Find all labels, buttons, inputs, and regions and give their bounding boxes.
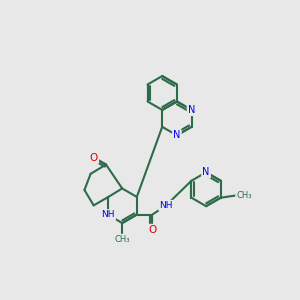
Text: NH: NH bbox=[102, 210, 115, 219]
Text: O: O bbox=[90, 153, 98, 163]
Text: CH₃: CH₃ bbox=[114, 235, 130, 244]
Text: N: N bbox=[188, 105, 195, 115]
Text: CH₃: CH₃ bbox=[236, 191, 252, 200]
Text: NH: NH bbox=[159, 201, 173, 210]
Text: N: N bbox=[173, 130, 181, 140]
Text: O: O bbox=[148, 225, 156, 235]
Text: N: N bbox=[202, 167, 210, 177]
